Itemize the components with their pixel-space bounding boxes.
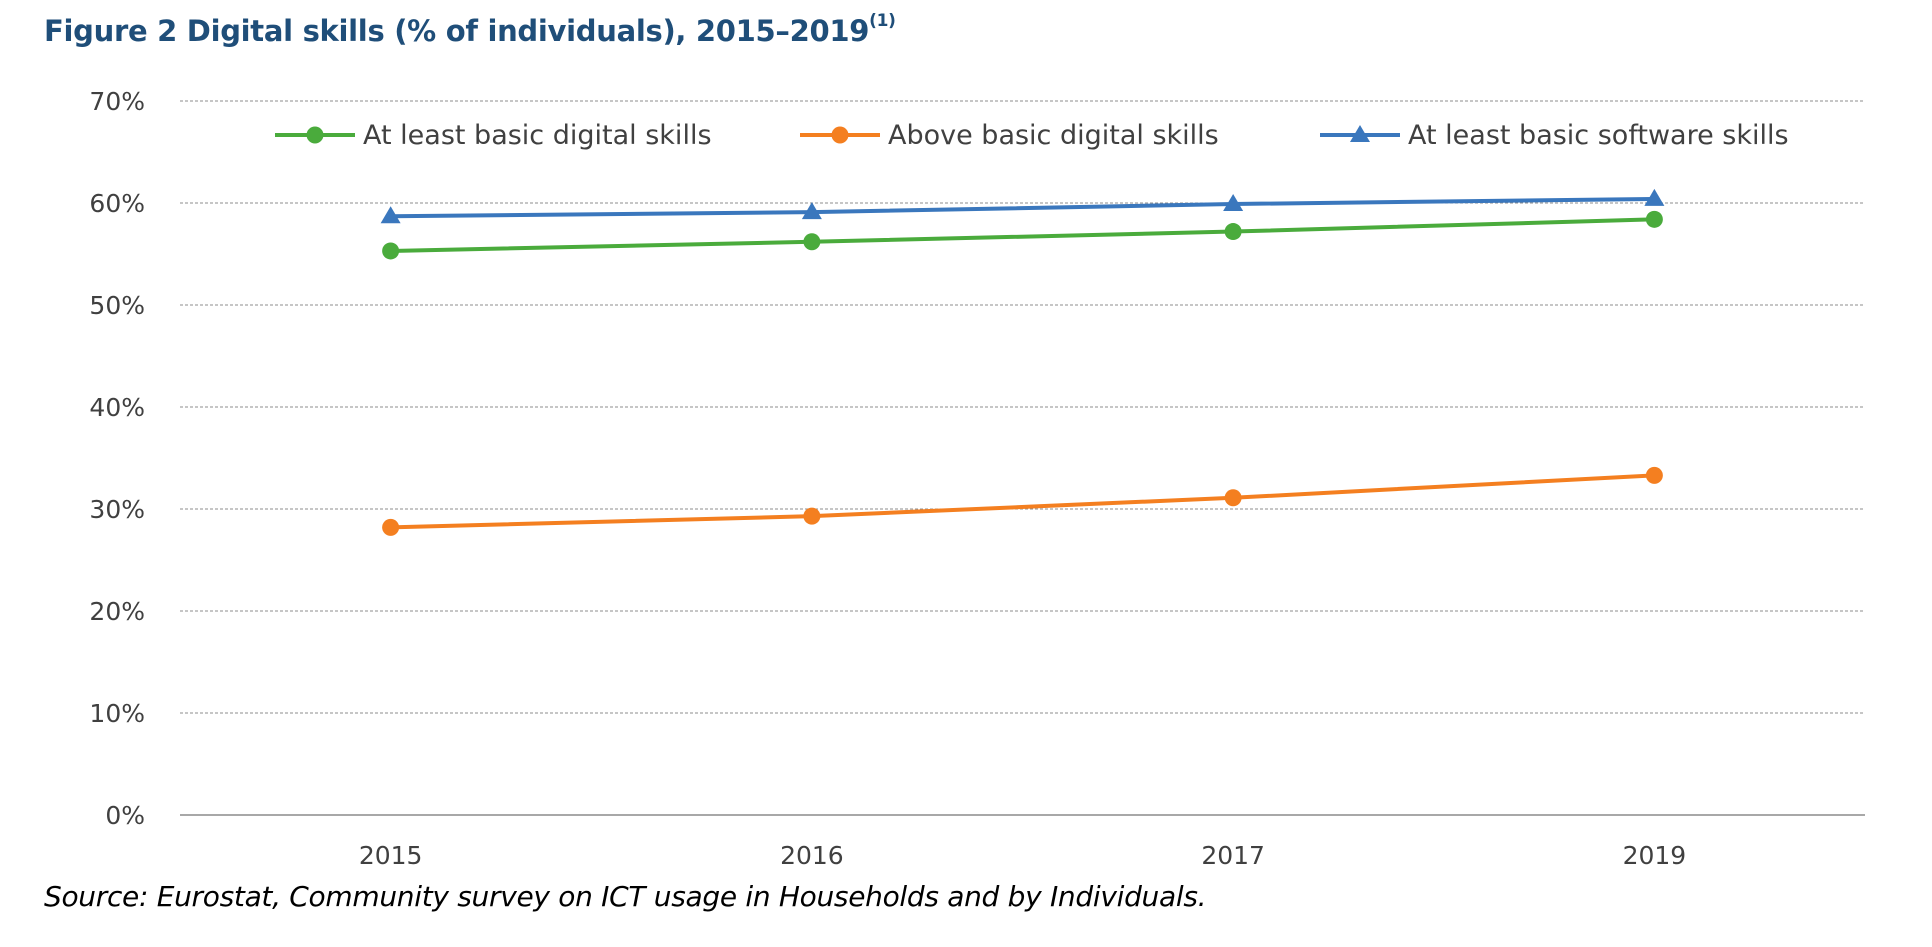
y-tick-label: 10% (89, 699, 145, 728)
data-point (803, 233, 821, 251)
y-tick-label: 40% (89, 393, 145, 422)
data-point (801, 202, 822, 220)
source-note: Source: Eurostat, Community survey on IC… (44, 880, 1207, 913)
data-point (803, 507, 821, 525)
y-tick-label: 30% (89, 495, 145, 524)
y-tick-label: 60% (89, 189, 145, 218)
data-point (1224, 489, 1242, 507)
gridlines (180, 100, 1865, 714)
series-line (390, 196, 1655, 219)
legend-item-2: Above basic digital skills (800, 120, 1219, 151)
legend-marker (831, 126, 849, 144)
data-point (1223, 194, 1244, 212)
series-2 (382, 466, 1663, 536)
data-point (380, 206, 401, 224)
legend: At least basic digital skills Above basic… (275, 120, 1789, 151)
legend-marker (1350, 125, 1370, 142)
x-tick-label: 2015 (359, 841, 423, 870)
data-point (1644, 188, 1665, 206)
data-point (382, 518, 400, 536)
y-tick-label: 0% (105, 801, 145, 830)
data-point (1224, 223, 1242, 241)
x-tick-label: 2019 (1623, 841, 1687, 870)
series-line (390, 217, 1655, 253)
series-lines (380, 188, 1665, 536)
series-3 (380, 188, 1665, 224)
chart-title-footnote: (1) (869, 11, 896, 32)
series-line (390, 473, 1655, 530)
y-tick-label: 70% (89, 87, 145, 116)
axes: 0% 10% 20% 30% 40% 50% 60% 70% 2015 2016 2017 2019 (89, 87, 1865, 870)
data-point (1645, 210, 1663, 228)
chart-title-text: Figure 2 Digital skills (% of individual… (44, 14, 870, 48)
legend-item-3: At least basic software skills (1320, 120, 1789, 151)
legend-marker (306, 126, 324, 144)
legend-label: At least basic digital skills (363, 120, 712, 151)
data-point (1645, 466, 1663, 484)
x-tick-label: 2017 (1201, 841, 1265, 870)
y-tick-label: 50% (89, 291, 145, 320)
series-1 (382, 210, 1663, 260)
data-point (382, 242, 400, 260)
legend-label: At least basic software skills (1408, 120, 1789, 151)
chart-title: Figure 2 Digital skills (% of individual… (44, 11, 896, 48)
x-tick-label: 2016 (780, 841, 844, 870)
y-tick-label: 20% (89, 597, 145, 626)
legend-label: Above basic digital skills (888, 120, 1219, 151)
legend-item-1: At least basic digital skills (275, 120, 712, 151)
